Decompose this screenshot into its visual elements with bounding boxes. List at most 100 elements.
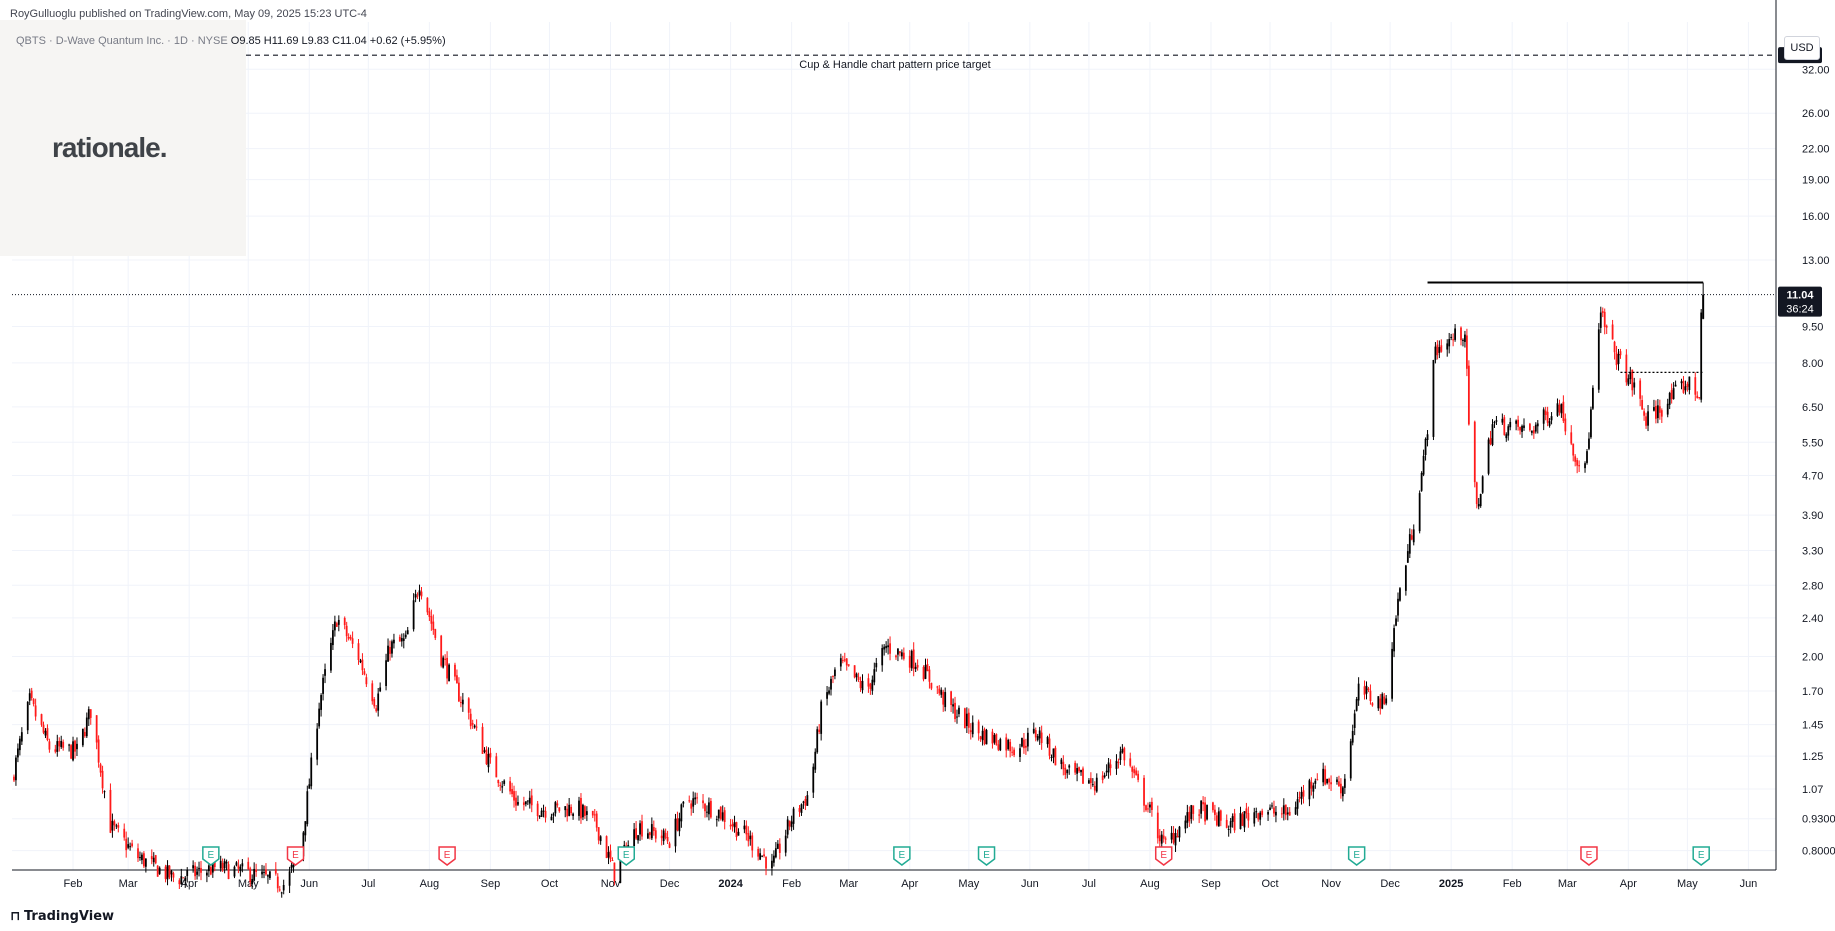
candle-body[interactable] xyxy=(46,728,49,740)
candle-body[interactable] xyxy=(1532,430,1535,434)
candle-body[interactable] xyxy=(1546,411,1549,423)
candle-body[interactable] xyxy=(377,693,380,711)
candle-body[interactable] xyxy=(1611,324,1614,340)
candle-body[interactable] xyxy=(1656,405,1659,419)
candle-body[interactable] xyxy=(1495,420,1498,422)
candle-body[interactable] xyxy=(1369,690,1372,701)
candle-body[interactable] xyxy=(1653,407,1655,411)
candle-body[interactable] xyxy=(302,832,305,857)
candle-body[interactable] xyxy=(1698,397,1701,399)
candle-body[interactable] xyxy=(143,853,145,867)
candle-body[interactable] xyxy=(914,666,917,670)
candle-body[interactable] xyxy=(306,791,309,825)
candle-body[interactable] xyxy=(1294,807,1297,815)
candle-body[interactable] xyxy=(599,836,602,842)
candle-body[interactable] xyxy=(1597,329,1600,390)
candle-body[interactable] xyxy=(461,699,464,705)
candle-body[interactable] xyxy=(1627,378,1630,385)
candle-body[interactable] xyxy=(1515,420,1518,424)
candle-body[interactable] xyxy=(223,861,226,869)
candle-body[interactable] xyxy=(196,871,198,875)
candle-body[interactable] xyxy=(1233,813,1236,831)
candle-body[interactable] xyxy=(206,872,208,876)
candle-body[interactable] xyxy=(954,702,956,720)
candle-body[interactable] xyxy=(158,867,161,874)
candle-body[interactable] xyxy=(115,825,118,827)
candle-body[interactable] xyxy=(979,736,982,740)
candle-body[interactable] xyxy=(72,741,74,761)
candle-body[interactable] xyxy=(1101,775,1104,781)
candle-body[interactable] xyxy=(526,800,529,802)
candle-body[interactable] xyxy=(1355,699,1358,711)
candle-body[interactable] xyxy=(1286,812,1289,815)
candle-body[interactable] xyxy=(1174,833,1177,846)
candle-body[interactable] xyxy=(125,838,128,851)
candle-body[interactable] xyxy=(68,744,70,746)
candle-body[interactable] xyxy=(503,780,506,784)
candle-body[interactable] xyxy=(448,664,450,682)
candle-body[interactable] xyxy=(845,658,848,666)
candle-body[interactable] xyxy=(1462,339,1464,341)
candle-body[interactable] xyxy=(881,648,884,666)
candle-body[interactable] xyxy=(676,818,679,831)
candle-body[interactable] xyxy=(282,885,285,891)
candle-body[interactable] xyxy=(1466,335,1468,369)
candle-body[interactable] xyxy=(324,669,326,676)
candle-body[interactable] xyxy=(62,741,65,748)
candle-body[interactable] xyxy=(737,831,740,836)
candle-body[interactable] xyxy=(471,723,474,725)
candle-body[interactable] xyxy=(568,804,571,816)
candle-body[interactable] xyxy=(227,864,230,880)
candle-body[interactable] xyxy=(1584,463,1586,469)
candle-body[interactable] xyxy=(668,843,671,848)
candle-body[interactable] xyxy=(790,821,793,828)
candle-body[interactable] xyxy=(1660,410,1663,417)
candle-body[interactable] xyxy=(977,721,980,734)
candle-body[interactable] xyxy=(1034,730,1037,738)
candle-body[interactable] xyxy=(267,875,269,877)
candle-body[interactable] xyxy=(981,730,984,741)
candle-body[interactable] xyxy=(76,743,78,750)
candle-body[interactable] xyxy=(385,660,387,686)
candle-body[interactable] xyxy=(1529,423,1531,431)
candle-body[interactable] xyxy=(141,854,143,861)
candle-body[interactable] xyxy=(517,802,519,805)
candle-body[interactable] xyxy=(1383,696,1386,704)
candle-body[interactable] xyxy=(1365,685,1368,694)
candle-body[interactable] xyxy=(582,804,584,818)
candle-body[interactable] xyxy=(958,707,960,715)
candle-body[interactable] xyxy=(1702,294,1705,319)
candle-body[interactable] xyxy=(704,803,706,812)
candle-body[interactable] xyxy=(1412,529,1415,543)
candle-body[interactable] xyxy=(1700,312,1703,400)
candle-body[interactable] xyxy=(706,811,708,813)
candle-body[interactable] xyxy=(351,638,354,644)
candle-body[interactable] xyxy=(1137,773,1140,780)
candle-body[interactable] xyxy=(1188,811,1191,822)
candle-body[interactable] xyxy=(1544,410,1547,415)
candle-body[interactable] xyxy=(475,726,478,728)
candle-body[interactable] xyxy=(1300,791,1303,799)
candle-body[interactable] xyxy=(113,821,116,826)
candle-body[interactable] xyxy=(784,835,787,853)
candle-body[interactable] xyxy=(1011,751,1014,753)
candle-body[interactable] xyxy=(1336,779,1338,783)
candle-body[interactable] xyxy=(702,800,704,804)
candle-body[interactable] xyxy=(225,861,228,864)
candle-body[interactable] xyxy=(501,786,504,788)
candle-body[interactable] xyxy=(802,801,805,803)
candle-body[interactable] xyxy=(123,828,126,838)
candle-body[interactable] xyxy=(235,862,238,866)
candle-body[interactable] xyxy=(826,692,828,699)
candle-body[interactable] xyxy=(1633,382,1636,388)
candle-body[interactable] xyxy=(867,678,870,687)
candle-body[interactable] xyxy=(1564,418,1567,432)
candle-body[interactable] xyxy=(1162,835,1165,839)
candle-body[interactable] xyxy=(34,705,37,717)
candle-body[interactable] xyxy=(1647,411,1649,426)
candle-body[interactable] xyxy=(103,791,106,793)
candle-body[interactable] xyxy=(1068,765,1071,768)
candle-body[interactable] xyxy=(729,824,732,827)
candle-body[interactable] xyxy=(1048,738,1051,756)
candle-body[interactable] xyxy=(812,766,815,793)
